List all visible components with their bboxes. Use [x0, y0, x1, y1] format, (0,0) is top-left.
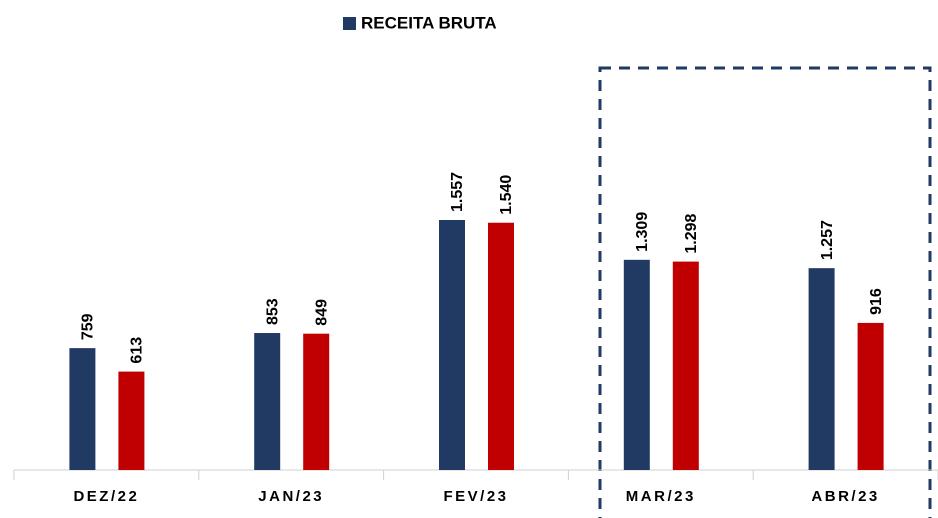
value-label: 1.298 [683, 213, 700, 253]
bar [857, 322, 884, 470]
x-tick-label: MAR/23 [626, 488, 696, 505]
value-label: 1.309 [634, 212, 651, 252]
legend-label: RECEITA BRUTA [361, 13, 497, 32]
bar [672, 261, 699, 470]
value-label: 1.540 [498, 175, 515, 215]
bar [808, 268, 835, 470]
x-tick-label: DEZ/22 [73, 488, 139, 505]
x-tick-label: JAN/23 [258, 488, 324, 505]
value-label: 613 [129, 337, 146, 364]
bar [623, 259, 650, 470]
value-label: 853 [264, 298, 281, 325]
bar [254, 333, 281, 470]
legend-swatch [343, 17, 356, 30]
value-label: 759 [80, 313, 97, 340]
x-tick-label: ABR/23 [811, 488, 879, 505]
bar [488, 222, 514, 470]
value-label: 1.257 [819, 220, 836, 260]
bar [303, 333, 330, 470]
value-label: 849 [313, 299, 330, 326]
value-label: 1.557 [449, 172, 466, 212]
x-tick-label: FEV/23 [443, 488, 508, 505]
bar [439, 220, 465, 470]
bar [69, 348, 96, 470]
bar [118, 371, 145, 470]
value-label: 916 [868, 288, 885, 315]
